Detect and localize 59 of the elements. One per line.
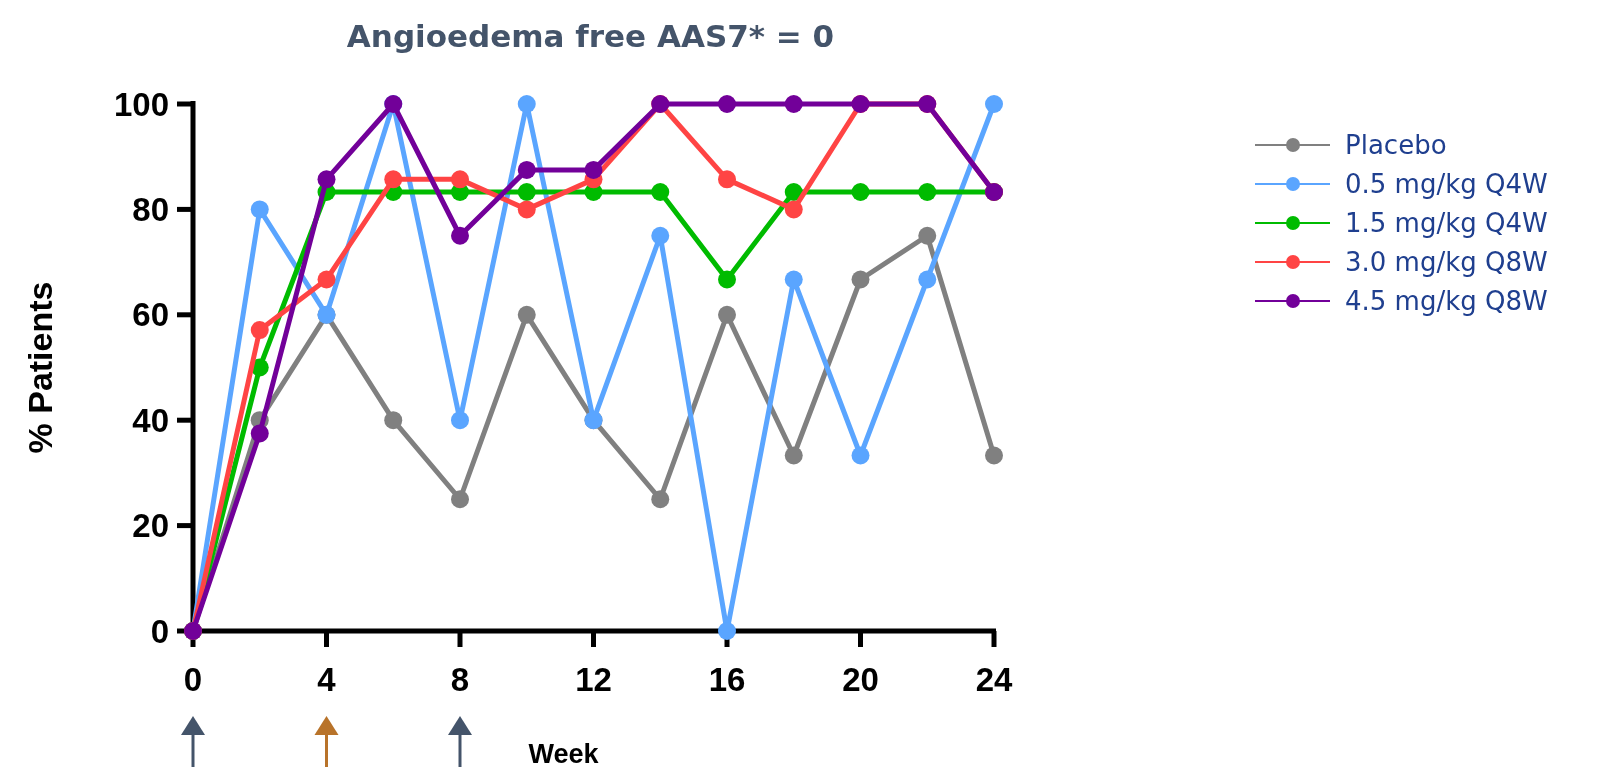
legend-label: 3.0 mg/kg Q8W bbox=[1345, 247, 1548, 278]
y-tick-label: 0 bbox=[150, 612, 169, 650]
x-tick-label: 12 bbox=[575, 661, 612, 698]
point bbox=[517, 95, 536, 113]
point bbox=[784, 95, 803, 113]
point bbox=[250, 321, 269, 340]
point bbox=[451, 490, 469, 509]
x-tick-label: 0 bbox=[183, 661, 203, 698]
point bbox=[784, 200, 803, 219]
x-tick-label: 4 bbox=[317, 661, 337, 698]
x-tick-label: 16 bbox=[708, 661, 746, 698]
y-tick-label: 60 bbox=[132, 296, 169, 334]
y-tick-label: 80 bbox=[132, 190, 169, 228]
point bbox=[985, 95, 1003, 113]
point bbox=[451, 170, 469, 189]
point bbox=[918, 226, 937, 245]
x-tick-label: 20 bbox=[842, 661, 879, 698]
point bbox=[584, 160, 603, 179]
point bbox=[784, 446, 803, 465]
point bbox=[250, 424, 269, 443]
point bbox=[918, 183, 937, 202]
x-tick-label: 24 bbox=[975, 661, 1013, 698]
point bbox=[651, 226, 670, 245]
y-tick-label: 40 bbox=[132, 401, 169, 439]
legend-label: 1.5 mg/kg Q4W bbox=[1345, 208, 1548, 239]
point bbox=[851, 270, 870, 289]
point bbox=[918, 270, 937, 289]
point bbox=[651, 183, 670, 202]
point bbox=[384, 411, 403, 430]
x-tick-label: 8 bbox=[450, 661, 470, 698]
point bbox=[451, 226, 469, 245]
point bbox=[517, 305, 536, 324]
legend-label: 4.5 mg/kg Q8W bbox=[1345, 286, 1548, 317]
y-tick-label: 20 bbox=[132, 507, 169, 545]
point bbox=[517, 183, 536, 202]
point bbox=[718, 305, 736, 324]
y-axis-title: % Patients bbox=[21, 281, 59, 454]
point bbox=[851, 446, 870, 465]
point bbox=[718, 170, 736, 189]
point bbox=[517, 200, 536, 219]
x-axis-title: Week bbox=[528, 739, 600, 769]
point bbox=[517, 160, 536, 179]
point bbox=[250, 200, 269, 219]
point bbox=[317, 170, 336, 189]
point bbox=[985, 446, 1003, 465]
legend-label: 0.5 mg/kg Q4W bbox=[1345, 169, 1548, 200]
point bbox=[784, 270, 803, 289]
point bbox=[651, 490, 670, 509]
point bbox=[317, 270, 336, 289]
chart-title: Angioedema free AAS7* = 0 bbox=[346, 18, 835, 54]
point bbox=[784, 183, 803, 202]
point bbox=[718, 95, 736, 113]
point bbox=[451, 411, 469, 430]
y-tick-label: 100 bbox=[113, 85, 169, 123]
point bbox=[851, 183, 870, 202]
legend-label: Placebo bbox=[1345, 130, 1447, 161]
point bbox=[384, 170, 403, 189]
point bbox=[718, 270, 736, 289]
point bbox=[718, 622, 736, 640]
